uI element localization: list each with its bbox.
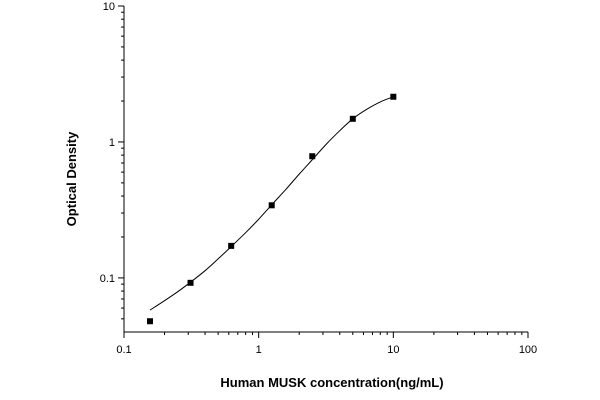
- data-point: [349, 115, 356, 122]
- y-tick-label: 1: [109, 137, 115, 149]
- x-axis-ticks: 0.1 1 10 100: [116, 332, 537, 356]
- x-axis-title: Human MUSK concentration(ng/mL): [220, 375, 443, 390]
- x-tick-label: 100: [519, 344, 537, 356]
- data-point: [228, 242, 235, 249]
- x-tick-label: 10: [387, 344, 399, 356]
- y-tick-label: 10: [103, 1, 115, 13]
- data-point: [390, 93, 397, 100]
- data-point: [309, 153, 316, 160]
- x-tick-label: 0.1: [116, 344, 131, 356]
- y-tick-label: 0.1: [100, 273, 115, 285]
- y-axis-ticks: 0.1 1 10: [100, 1, 124, 320]
- x-tick-label: 1: [256, 344, 262, 356]
- data-point: [268, 202, 275, 209]
- y-axis-title: Optical Density: [64, 131, 79, 226]
- data-points: [147, 93, 397, 325]
- plot-area: 0.1 1 10 100 0.1 1 10: [100, 1, 537, 356]
- data-point: [187, 279, 194, 286]
- data-point: [147, 318, 154, 325]
